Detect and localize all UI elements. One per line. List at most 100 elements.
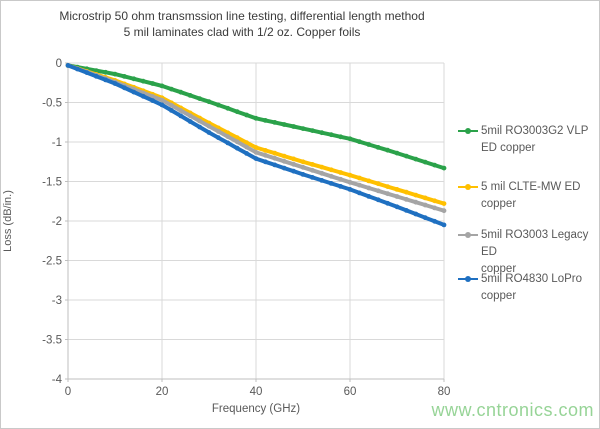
series-marker-3	[404, 208, 409, 213]
watermark-text: www.cntronics.com	[431, 400, 594, 420]
series-marker-0	[244, 112, 250, 118]
series-marker-1	[338, 170, 343, 175]
series-marker-2	[394, 194, 400, 199]
series-marker-0	[197, 96, 203, 101]
y-tick-label: 0	[56, 58, 62, 70]
series-marker-2	[338, 176, 343, 182]
x-tick-label: 60	[344, 386, 357, 398]
legend-dot-swatch	[465, 184, 471, 190]
series-marker-3	[65, 63, 71, 68]
y-tick-label: -1	[52, 137, 62, 149]
legend-label-line: 5mil RO3003 Legacy ED	[481, 229, 589, 258]
series-marker-0	[413, 156, 419, 162]
y-tick-label: -3.5	[42, 335, 62, 347]
series-marker-3	[159, 102, 165, 108]
series-marker-2	[413, 199, 419, 205]
y-tick-label: -0.5	[42, 98, 62, 110]
series-marker-0	[253, 115, 259, 121]
series-marker-0	[159, 83, 165, 89]
legend-label-line: 5mil RO4830 LoPro	[481, 273, 582, 285]
series-marker-2	[178, 108, 184, 113]
series-marker-2	[375, 188, 381, 194]
series-marker-1	[413, 192, 419, 198]
series-marker-2	[197, 118, 203, 124]
series-marker-0	[178, 89, 184, 95]
legend-marker-icon	[458, 179, 478, 196]
series-marker-0	[281, 122, 287, 127]
x-tick-label: 20	[156, 386, 169, 398]
series-marker-0	[187, 93, 193, 98]
series-marker-2	[150, 94, 156, 99]
series-marker-3	[140, 93, 146, 99]
series-marker-3	[234, 145, 240, 151]
series-marker-0	[422, 159, 428, 165]
legend-label-line: 5 mil CLTE-MW ED	[481, 181, 581, 193]
legend-dot-swatch	[465, 276, 471, 282]
series-marker-3	[197, 124, 203, 130]
series-marker-2	[357, 182, 362, 188]
legend-label-line: 5mil RO3003G2 VLP	[481, 125, 589, 137]
legend-item-3: 5mil RO4830 LoPro copper	[458, 271, 598, 305]
series-marker-1	[244, 140, 250, 146]
x-tick-label: 40	[250, 386, 263, 398]
x-axis-label: Frequency (GHz)	[211, 403, 301, 415]
legend-item-0: 5mil RO3003G2 VLP ED copper	[458, 123, 598, 157]
series-marker-0	[432, 162, 437, 168]
series-marker-3	[131, 89, 137, 95]
series-marker-0	[347, 136, 353, 142]
chart-title-line1: Microstrip 50 ohm transmssion line testi…	[59, 9, 425, 23]
legend-label: 5mil RO3003 Legacy ED copper	[481, 227, 598, 278]
series-marker-3	[357, 190, 362, 196]
series-marker-0	[300, 126, 306, 131]
legend-label: 5mil RO4830 LoPro copper	[481, 271, 582, 305]
series-marker-2	[253, 149, 259, 155]
series-marker-0	[319, 130, 325, 136]
series-marker-2	[169, 102, 174, 108]
series-marker-0	[131, 76, 137, 82]
series-marker-0	[140, 78, 146, 84]
series-marker-0	[93, 68, 99, 73]
series-marker-3	[75, 66, 80, 72]
series-marker-0	[150, 81, 156, 86]
legend-item-1: 5 mil CLTE-MW ED copper	[458, 179, 598, 213]
y-tick-label: -2.5	[42, 256, 62, 268]
series-marker-3	[216, 135, 221, 141]
series-marker-1	[385, 184, 390, 190]
series-marker-1	[263, 148, 268, 153]
series-marker-1	[328, 167, 334, 173]
series-marker-3	[338, 184, 343, 189]
legend-label-line: ED copper	[481, 142, 536, 154]
series-marker-0	[328, 132, 334, 138]
x-tick-label: 80	[438, 386, 451, 398]
legend-marker-icon	[458, 227, 478, 244]
series-marker-0	[394, 150, 400, 156]
series-marker-0	[404, 153, 409, 159]
series-marker-3	[441, 222, 447, 228]
series-marker-3	[206, 130, 212, 135]
series-marker-3	[328, 181, 334, 186]
series-marker-3	[432, 218, 437, 224]
legend-dot-swatch	[465, 232, 471, 238]
series-marker-0	[263, 118, 268, 123]
series-marker-0	[366, 142, 372, 147]
series-marker-3	[272, 162, 278, 168]
series-marker-2	[319, 170, 325, 176]
series-marker-2	[441, 208, 447, 214]
series-marker-3	[385, 200, 390, 206]
chart-legend: 5mil RO3003G2 VLP ED copper 5 mil CLTE-MW …	[458, 1, 598, 381]
series-marker-2	[206, 123, 212, 129]
series-marker-0	[225, 105, 231, 111]
series-marker-3	[253, 156, 259, 162]
series-marker-3	[300, 172, 306, 177]
series-marker-2	[187, 113, 193, 119]
legend-label-line: copper	[481, 290, 517, 302]
legend-label-line: copper	[481, 198, 517, 210]
series-marker-1	[253, 145, 259, 150]
series-marker-0	[112, 71, 118, 77]
series-marker-2	[422, 202, 428, 208]
series-marker-2	[263, 152, 268, 158]
legend-label: 5 mil CLTE-MW ED copper	[481, 179, 580, 213]
series-marker-0	[291, 124, 296, 129]
series-marker-2	[272, 155, 278, 161]
series-marker-3	[103, 77, 108, 83]
